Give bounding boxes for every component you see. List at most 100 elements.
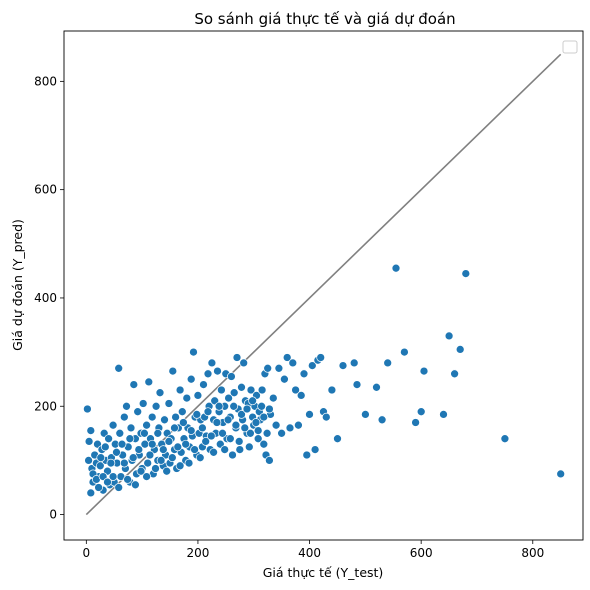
- data-point: [297, 391, 305, 399]
- data-point: [275, 364, 283, 372]
- data-point: [178, 408, 186, 416]
- data-point: [353, 381, 361, 389]
- data-point: [143, 473, 151, 481]
- data-point: [339, 362, 347, 370]
- data-point: [168, 454, 176, 462]
- data-point: [246, 429, 254, 437]
- data-point: [445, 332, 453, 340]
- y-axis-label: Giá dự đoán (Y_pred): [10, 219, 25, 351]
- data-point: [252, 419, 260, 427]
- data-point: [400, 348, 408, 356]
- data-point: [171, 424, 179, 432]
- chart-title: So sánh giá thực tế và giá dự đoán: [194, 10, 455, 28]
- data-point: [120, 459, 128, 467]
- data-point: [172, 413, 180, 421]
- data-point: [208, 359, 216, 367]
- data-point: [101, 443, 109, 451]
- x-tick-label: 0: [83, 546, 91, 560]
- data-point: [254, 427, 262, 435]
- data-point: [148, 413, 156, 421]
- data-point: [107, 459, 115, 467]
- data-point: [176, 462, 184, 470]
- data-point: [123, 402, 131, 410]
- data-point: [412, 419, 420, 427]
- data-point: [95, 484, 103, 492]
- data-point: [144, 459, 152, 467]
- data-point: [214, 367, 222, 375]
- data-point: [135, 446, 143, 454]
- data-point: [317, 354, 325, 362]
- x-tick-label: 600: [410, 546, 433, 560]
- data-point: [159, 446, 167, 454]
- data-point: [265, 405, 273, 413]
- data-point: [322, 413, 330, 421]
- data-point: [264, 364, 272, 372]
- x-tick-label: 400: [298, 546, 321, 560]
- data-point: [124, 475, 132, 483]
- data-point: [196, 454, 204, 462]
- data-point: [240, 359, 248, 367]
- y-tick-label: 200: [34, 399, 57, 413]
- data-point: [139, 400, 147, 408]
- y-tick-label: 0: [49, 508, 57, 522]
- data-point: [249, 397, 257, 405]
- data-point: [113, 448, 121, 456]
- data-point: [131, 481, 139, 489]
- data-point: [219, 429, 227, 437]
- data-point: [85, 437, 93, 445]
- data-point: [373, 383, 381, 391]
- data-point: [462, 270, 470, 278]
- data-point: [420, 367, 428, 375]
- data-point: [116, 429, 124, 437]
- data-point: [129, 454, 137, 462]
- data-point: [145, 378, 153, 386]
- data-point: [258, 386, 266, 394]
- data-point: [148, 440, 156, 448]
- x-axis-label: Giá thực tế (Y_test): [263, 565, 384, 580]
- data-point: [210, 448, 218, 456]
- data-point: [161, 416, 169, 424]
- data-point: [126, 435, 134, 443]
- data-point: [272, 421, 280, 429]
- data-point: [235, 437, 243, 445]
- data-point: [384, 359, 392, 367]
- data-point: [120, 413, 128, 421]
- data-point: [328, 386, 336, 394]
- data-point: [118, 440, 126, 448]
- data-point: [157, 456, 165, 464]
- data-point: [226, 435, 234, 443]
- data-point: [185, 459, 193, 467]
- data-point: [230, 402, 238, 410]
- data-point: [215, 402, 223, 410]
- data-point: [278, 429, 286, 437]
- data-point: [176, 386, 184, 394]
- data-point: [456, 345, 464, 353]
- data-point: [227, 373, 235, 381]
- data-point: [229, 451, 237, 459]
- data-point: [152, 465, 160, 473]
- data-point: [193, 410, 201, 418]
- data-point: [501, 435, 509, 443]
- data-point: [260, 440, 268, 448]
- data-point: [557, 470, 565, 478]
- data-point: [269, 394, 277, 402]
- data-point: [451, 370, 459, 378]
- data-point: [311, 446, 319, 454]
- data-point: [183, 394, 191, 402]
- data-point: [134, 408, 142, 416]
- data-point: [334, 435, 342, 443]
- data-point: [187, 427, 195, 435]
- data-point: [294, 421, 302, 429]
- data-point: [230, 389, 238, 397]
- data-point: [233, 354, 241, 362]
- data-point: [236, 446, 244, 454]
- data-point: [191, 446, 199, 454]
- data-point: [300, 370, 308, 378]
- data-point: [207, 432, 215, 440]
- data-point: [127, 424, 135, 432]
- x-tick-label: 200: [186, 546, 209, 560]
- data-point: [280, 375, 288, 383]
- data-point: [392, 264, 400, 272]
